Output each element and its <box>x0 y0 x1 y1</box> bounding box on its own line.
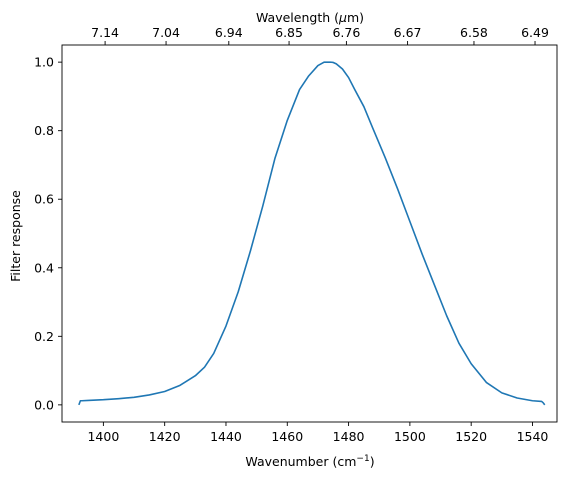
y-tick-label: 0.0 <box>34 397 54 412</box>
top-axis-label-main: Wavelength ( <box>256 10 339 25</box>
top-tick-label: 7.04 <box>152 25 180 40</box>
x-axis-label-main: Wavenumber (cm <box>245 454 356 469</box>
x-tick-label: 1480 <box>333 429 365 444</box>
y-tick-label: 0.8 <box>34 123 54 138</box>
top-tick-label: 7.14 <box>91 25 119 40</box>
y-tick-label: 0.2 <box>34 329 54 344</box>
x-axis-bottom: 1400 1420 1440 1460 1480 1500 1520 1540 <box>87 422 548 444</box>
x-tick-label: 1440 <box>210 429 242 444</box>
top-axis-label-mu: μ <box>338 10 347 25</box>
x-tick-label: 1400 <box>87 429 119 444</box>
x-axis-label: Wavenumber (cm−1) <box>245 454 374 469</box>
top-tick-label: 6.58 <box>460 25 488 40</box>
x-axis-top: 7.14 7.04 6.94 6.85 6.76 6.67 6.58 6.49 <box>91 25 549 45</box>
top-tick-label: 6.67 <box>394 25 422 40</box>
plot-frame <box>61 44 558 423</box>
top-axis-label-end: m) <box>347 10 364 25</box>
top-axis-label: Wavelength (μm) <box>256 10 364 25</box>
y-tick-label: 1.0 <box>34 55 54 70</box>
plot-area <box>61 44 558 423</box>
x-tick-label: 1460 <box>271 429 303 444</box>
y-axis-label: Filter response <box>8 190 23 282</box>
y-tick-label: 0.6 <box>34 192 54 207</box>
x-tick-label: 1520 <box>455 429 487 444</box>
x-tick-label: 1500 <box>394 429 426 444</box>
y-tick-label: 0.4 <box>34 260 54 275</box>
x-axis-label-close: ) <box>370 454 375 469</box>
top-tick-label: 6.49 <box>521 25 549 40</box>
series-line-0 <box>78 61 546 406</box>
x-tick-label: 1420 <box>149 429 181 444</box>
top-tick-label: 6.94 <box>215 25 243 40</box>
top-tick-label: 6.76 <box>332 25 360 40</box>
y-axis: 0.0 0.2 0.4 0.6 0.8 1.0 <box>34 55 62 412</box>
x-tick-label: 1540 <box>517 429 549 444</box>
x-axis-label-exponent: −1 <box>356 454 369 464</box>
top-tick-label: 6.85 <box>275 25 303 40</box>
